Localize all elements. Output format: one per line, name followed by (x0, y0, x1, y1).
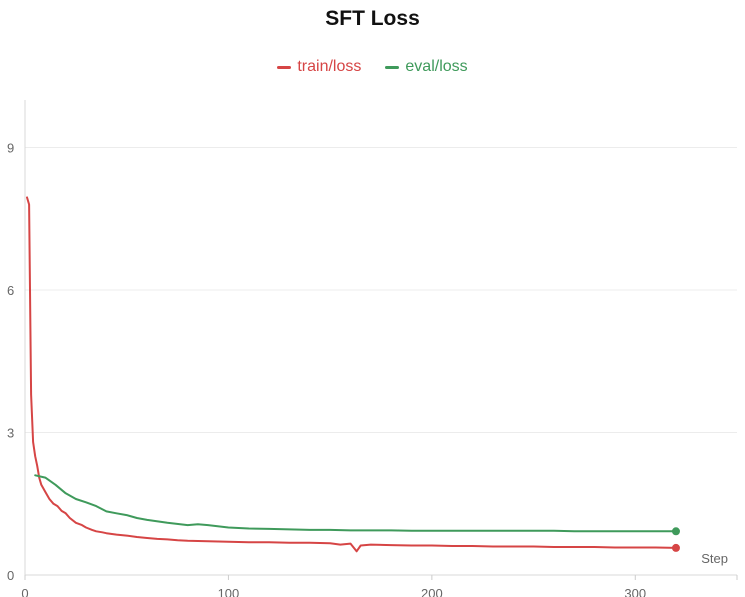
legend: train/loss eval/loss (0, 58, 745, 76)
series-line-eval-loss[interactable] (34, 474, 677, 533)
x-tick-label: 100 (218, 586, 240, 597)
tick-layer: 0 3 6 9 0 100 200 300 (7, 141, 738, 597)
series-end-marker-train-loss[interactable] (671, 543, 680, 552)
y-tick-label: 6 (7, 283, 14, 298)
legend-swatch-eval-loss (385, 65, 400, 69)
x-tick-label: 200 (421, 586, 443, 597)
x-tick-label: 0 (21, 586, 28, 597)
legend-swatch-train-loss (277, 65, 292, 69)
y-tick-label: 3 (7, 426, 14, 441)
legend-label-train-loss: train/loss (297, 58, 362, 75)
series-layer (26, 196, 680, 553)
x-axis-title: Step (701, 551, 728, 566)
legend-item-train-loss[interactable]: train/loss (277, 58, 361, 76)
y-tick-label: 9 (7, 141, 14, 156)
x-tick-label: 300 (624, 586, 646, 597)
legend-label-eval-loss: eval/loss (405, 58, 468, 75)
y-tick-label: 0 (7, 568, 14, 583)
chart-title: SFT Loss (325, 7, 420, 30)
series-line-train-loss[interactable] (26, 196, 677, 553)
series-end-marker-eval-loss[interactable] (671, 527, 680, 536)
legend-item-eval-loss[interactable]: eval/loss (385, 58, 468, 76)
grid-layer (25, 147, 737, 433)
